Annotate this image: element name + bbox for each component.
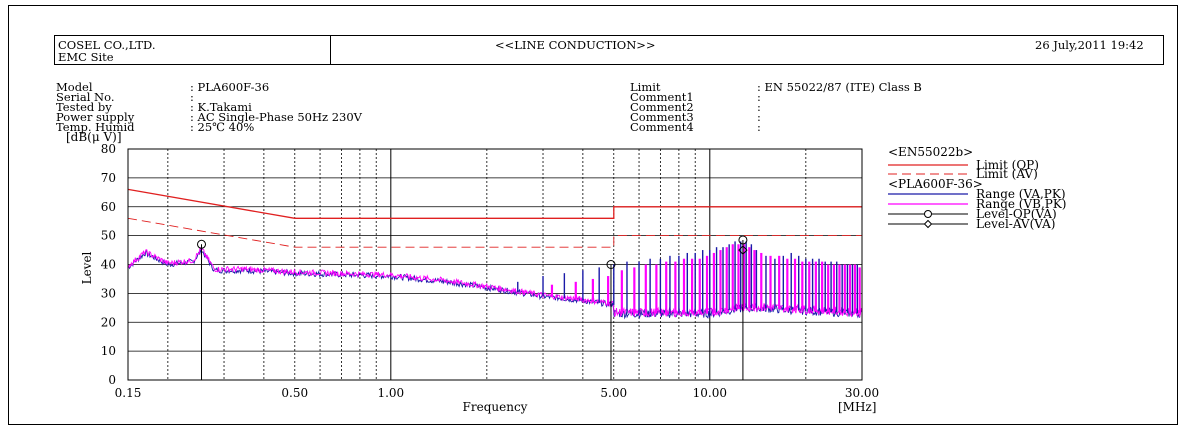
report-title: <<LINE CONDUCTION>> xyxy=(495,38,656,52)
legend-level-av-va-symbol xyxy=(923,219,933,229)
limit-qp-line xyxy=(127,188,862,219)
info-value-tested-by: : K.Takami xyxy=(190,100,252,114)
level-qp-marker xyxy=(738,235,748,245)
y-tick-label: 20 xyxy=(101,315,116,329)
legend-level-qp-va-label: Level-QP(VA) xyxy=(976,207,1057,221)
legend-group-series: <PLA600F-36> xyxy=(888,177,983,191)
y-tick-label: 10 xyxy=(101,344,116,358)
info-value-comment2: : xyxy=(757,100,761,114)
company-name: COSEL CO.,LTD. xyxy=(58,38,156,52)
info-label-comment3: Comment3 xyxy=(630,110,694,124)
y-tick-label: 0 xyxy=(108,373,116,387)
x-tick-label: 10.00 xyxy=(693,386,727,400)
y-axis-label: Level xyxy=(80,251,94,284)
chart-ticks: 0 10 20 30 40 50 60 70 80 0.15 0.50 1.00 5.00 10.00 30… xyxy=(101,142,879,400)
y-tick-label: 30 xyxy=(101,286,116,300)
info-label-tested-by: Tested by xyxy=(56,100,112,114)
info-label-limit: Limit xyxy=(630,80,661,94)
y-tick-label: 50 xyxy=(101,229,116,243)
y-tick-label: 80 xyxy=(101,142,116,156)
range-va-trace xyxy=(127,248,863,320)
info-label-comment1: Comment1 xyxy=(630,90,694,104)
info-label-serial: Serial No. xyxy=(56,90,115,104)
info-value-comment1: : xyxy=(757,90,761,104)
legend-level-qp-va-symbol xyxy=(924,210,932,218)
chart-markers xyxy=(197,235,748,380)
y-tick-label: 60 xyxy=(101,200,116,214)
x-tick-label: 1.00 xyxy=(377,386,404,400)
legend-level-av-va-label: Level-AV(VA) xyxy=(976,217,1055,231)
legend-limit-qp-label: Limit (QP) xyxy=(976,158,1039,172)
level-qp-marker xyxy=(197,239,207,249)
x-tick-label: 0.15 xyxy=(115,386,142,400)
info-label-comment4: Comment4 xyxy=(630,120,694,134)
info-label-temp-humid: Temp. Humid xyxy=(56,120,135,134)
legend-range-vb-pk-label: Range (VB,PK) xyxy=(976,197,1067,211)
site-name: EMC Site xyxy=(58,50,114,64)
info-label-model: Model xyxy=(56,80,93,94)
legend-group-limits: <EN55022b> xyxy=(888,145,973,159)
chart-series xyxy=(127,188,863,320)
x-tick-label: 30.00 xyxy=(845,386,879,400)
info-value-limit: : EN 55022/87 (ITE) Class B xyxy=(757,80,922,94)
report-date: 26 July,2011 19:42 xyxy=(1035,38,1144,52)
report-header: COSEL CO.,LTD. EMC Site <<LINE CONDUCTIO… xyxy=(54,35,1164,65)
info-value-comment3: : xyxy=(757,110,761,124)
x-tick-label: 0.50 xyxy=(281,386,308,400)
x-axis-unit: [MHz] xyxy=(838,400,876,414)
header-divider xyxy=(330,36,331,64)
y-axis-unit: [dB(μ V)] xyxy=(66,130,122,144)
chart-grid xyxy=(128,149,862,380)
x-tick-label: 5.00 xyxy=(600,386,627,400)
legend-limit-av-label: Limit (AV) xyxy=(976,167,1038,181)
plot-frame xyxy=(127,148,863,381)
info-value-temp-humid: : 25℃ 40% xyxy=(190,120,255,134)
level-qp-marker xyxy=(606,260,616,269)
x-axis-label: Frequency xyxy=(463,400,528,414)
info-label-power-supply: Power supply xyxy=(56,110,135,124)
y-tick-label: 70 xyxy=(101,171,116,185)
y-tick-label: 40 xyxy=(101,258,116,272)
info-label-comment2: Comment2 xyxy=(630,100,694,114)
report-frame xyxy=(8,5,1178,425)
info-value-model: : PLA600F-36 xyxy=(190,80,270,94)
info-value-power-supply: : AC Single-Phase 50Hz 230V xyxy=(190,110,362,124)
chart-legend: <EN55022b> <PLA600F-36> Limit (QP)Limit (A… xyxy=(888,145,1067,231)
level-av-marker xyxy=(738,245,748,255)
limit-av-line xyxy=(127,217,862,248)
info-value-comment4: : xyxy=(757,120,761,134)
range-vb-trace xyxy=(127,246,863,318)
legend-range-va-pk-label: Range (VA,PK) xyxy=(976,187,1066,201)
info-value-serial: : xyxy=(190,90,194,104)
